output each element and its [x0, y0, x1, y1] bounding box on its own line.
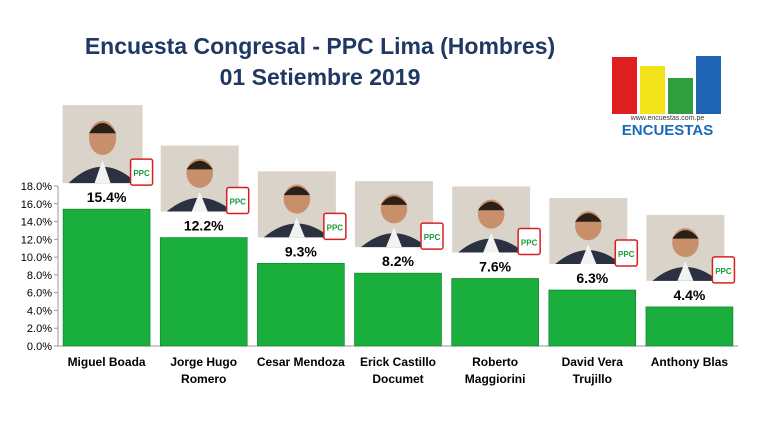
- ppc-badge: [711, 256, 736, 284]
- ppc-badge: [323, 212, 347, 241]
- x-tick-label: Cesar Mendoza: [257, 355, 345, 369]
- y-tick-label: 0.0%: [27, 341, 52, 353]
- data-label: 8.2%: [382, 253, 414, 269]
- y-tick-label: 4.0%: [27, 305, 52, 317]
- candidate-hair: [477, 201, 505, 211]
- ppc-badge: [129, 158, 154, 186]
- bar: [62, 208, 151, 347]
- x-tick-label: Trujillo: [573, 372, 612, 386]
- ppc-badge: [420, 222, 444, 250]
- encuestas-logo: www.encuestas.com.pe ENCUESTAS: [610, 52, 725, 140]
- logo-wordmark: ENCUESTAS: [621, 122, 714, 139]
- x-tick-label: Anthony Blas: [651, 355, 729, 369]
- x-tick-label: David Vera: [562, 355, 624, 369]
- data-label: 6.3%: [576, 270, 608, 286]
- y-tick-label: 14.0%: [21, 217, 52, 229]
- ppc-badge-text: PPC: [327, 223, 344, 232]
- y-tick-label: 6.0%: [27, 288, 52, 300]
- y-tick-label: 12.0%: [21, 234, 52, 246]
- candidate-shirt: [288, 217, 305, 238]
- logo-bar-red: [612, 57, 637, 114]
- x-tick-label: Documet: [372, 372, 423, 386]
- x-tick-label: Romero: [181, 372, 226, 386]
- bar: [159, 237, 248, 347]
- y-tick-label: 8.0%: [27, 270, 52, 282]
- x-tick-label: Roberto: [472, 355, 518, 369]
- candidate-shirt: [94, 159, 111, 184]
- ppc-badge-text: PPC: [424, 233, 441, 242]
- ppc-badge-text: PPC: [618, 250, 635, 259]
- data-label: 15.4%: [87, 189, 127, 205]
- ppc-badge-text: PPC: [715, 267, 732, 276]
- candidate-hair: [283, 186, 311, 196]
- candidate-shirt: [580, 244, 597, 264]
- ppc-badge-text: PPC: [229, 198, 246, 207]
- y-tick-label: 16.0%: [21, 199, 52, 211]
- bar: [354, 272, 442, 347]
- data-label: 9.3%: [285, 243, 317, 259]
- ppc-badge: [614, 239, 639, 267]
- ppc-badge-text: PPC: [133, 169, 150, 178]
- y-tick-label: 2.0%: [27, 323, 52, 335]
- ppc-badge: [225, 186, 250, 215]
- x-tick-label: Erick Castillo: [360, 355, 436, 369]
- data-label: 12.2%: [184, 218, 224, 234]
- bar: [451, 278, 539, 347]
- candidate-hair: [575, 213, 602, 222]
- logo-bar-green: [668, 78, 693, 114]
- y-tick-label: 18.0%: [21, 181, 52, 193]
- bar: [548, 289, 637, 347]
- candidate-hair: [88, 123, 117, 134]
- logo-bar-blue: [696, 56, 721, 114]
- candidate-hair: [672, 230, 699, 239]
- y-tick-label: 10.0%: [21, 252, 52, 264]
- data-label: 4.4%: [673, 287, 705, 303]
- bar: [257, 263, 345, 347]
- ppc-badge-text: PPC: [521, 238, 538, 247]
- candidate-shirt: [483, 232, 500, 253]
- x-tick-label: Miguel Boada: [68, 355, 146, 369]
- candidate-shirt: [386, 227, 402, 248]
- chart-title: Encuesta Congresal - PPC Lima (Hombres): [84, 33, 556, 59]
- x-tick-label: Jorge Hugo: [170, 355, 237, 369]
- logo-url: www.encuestas.com.pe: [630, 115, 705, 122]
- bar: [645, 306, 734, 347]
- candidate-hair: [380, 196, 408, 205]
- candidate-shirt: [677, 261, 694, 281]
- logo-bar-yellow: [640, 66, 665, 114]
- chart-subtitle: 01 Setiembre 2019: [219, 64, 421, 90]
- candidate-shirt: [191, 191, 208, 212]
- x-tick-label: Maggiorini: [465, 372, 526, 386]
- data-label: 7.6%: [479, 258, 511, 274]
- candidate-hair: [186, 160, 213, 170]
- ppc-badge: [517, 227, 541, 256]
